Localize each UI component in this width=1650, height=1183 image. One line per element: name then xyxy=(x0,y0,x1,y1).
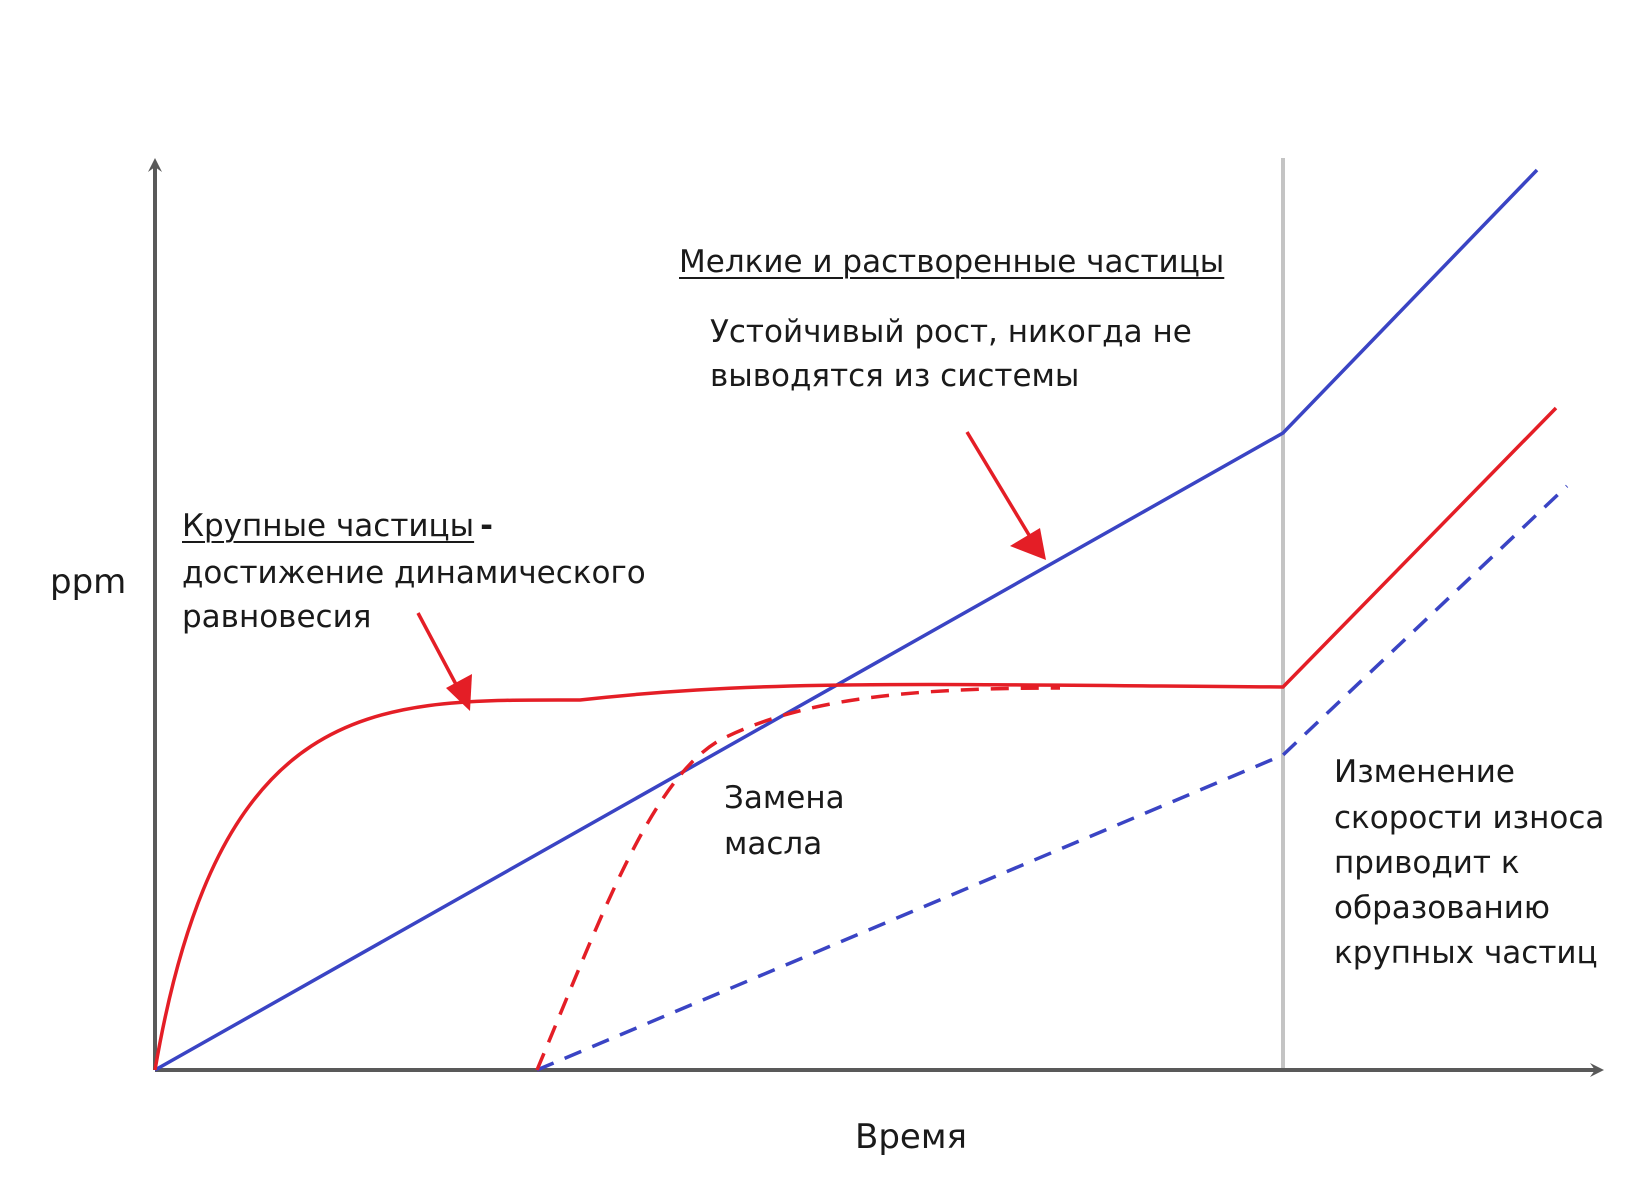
small-particles-desc-line-1: Устойчивый рост, никогда не xyxy=(710,314,1192,350)
oil-change-label-line-2: масла xyxy=(724,826,823,862)
arrow-to-small-particles xyxy=(965,431,1046,560)
oil-change-label-line-1: Замена xyxy=(724,780,845,816)
arrow-to-large-particles xyxy=(416,612,472,711)
large-particles-title-row: Крупные частицы - xyxy=(182,504,493,548)
y-axis-label: ppm xyxy=(50,562,127,602)
small-particles-title: Мелкие и растворенные частицы xyxy=(679,244,1225,280)
wear-change-line-4: образованию xyxy=(1334,890,1550,926)
large-particles-desc-line-1: достижение динамического xyxy=(182,555,646,591)
small-particles-line xyxy=(154,168,1539,1072)
large-particles-desc-line-2: равновесия xyxy=(182,599,372,635)
x-axis-label: Время xyxy=(855,1117,967,1157)
wear-change-line-2: скорости износа xyxy=(1334,800,1605,836)
large-particles-dash: - xyxy=(480,508,493,544)
wear-change-line-1: Изменение xyxy=(1334,754,1515,790)
large-particles-title: Крупные частицы xyxy=(182,508,475,544)
wear-change-line-5: крупных частиц xyxy=(1334,935,1598,971)
wear-change-line-3: приводит к xyxy=(1334,845,1520,881)
large-particles-curve xyxy=(153,406,1558,1071)
small-particles-desc-line-2: выводятся из системы xyxy=(710,358,1080,394)
large-particles-after-oil-change-curve xyxy=(535,686,1061,1071)
